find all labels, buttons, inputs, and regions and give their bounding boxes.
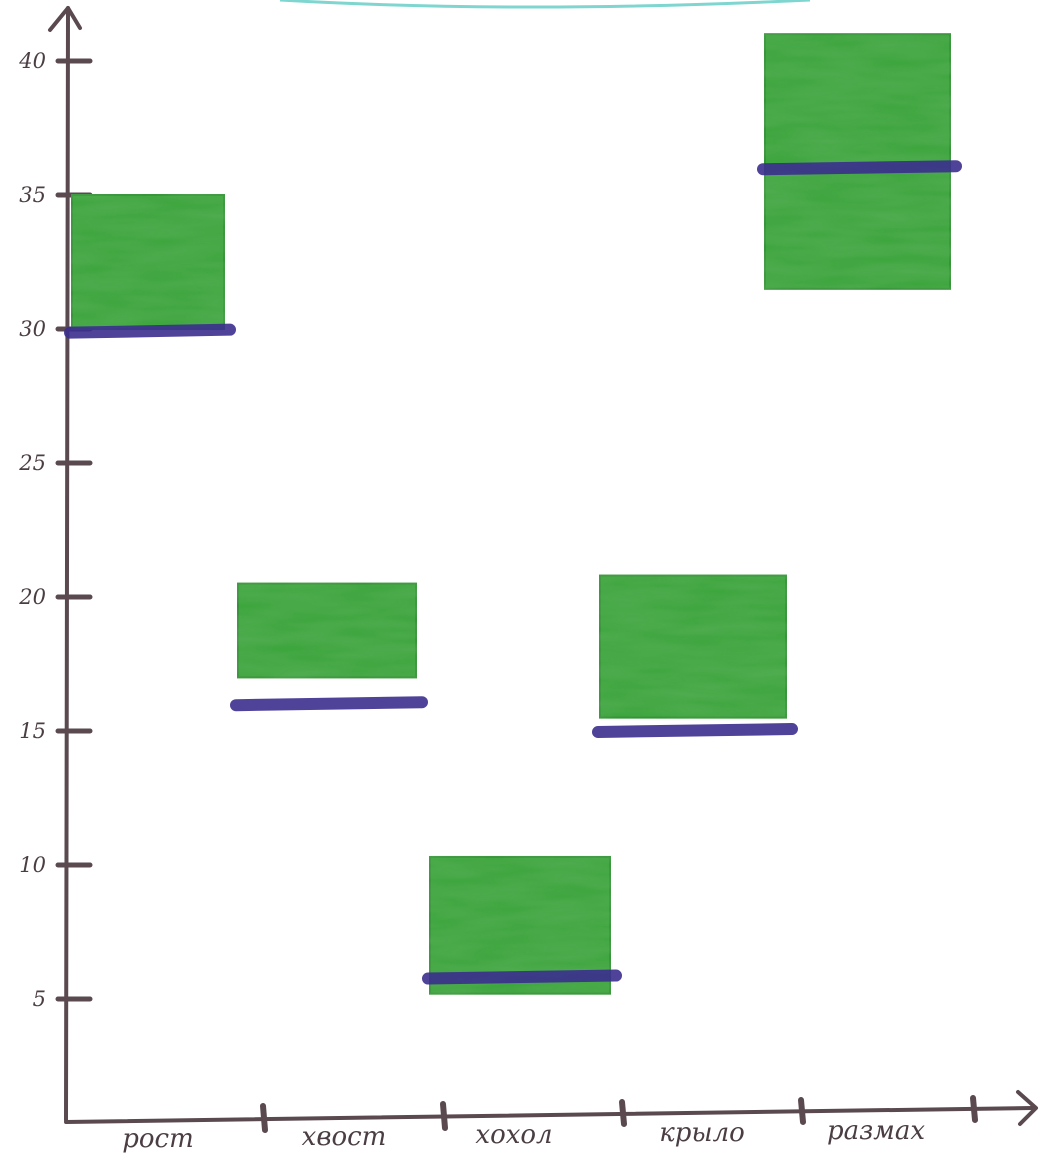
- x-tick: [619, 1099, 627, 1127]
- y-tick-label: 35: [19, 183, 46, 207]
- x-tick: [440, 1101, 448, 1131]
- x-tick: [970, 1095, 978, 1123]
- y-tick-label: 10: [19, 853, 46, 877]
- x-axis: [64, 1106, 1034, 1124]
- marker-line: [592, 723, 798, 738]
- category-label: рост: [122, 1124, 194, 1154]
- marker-line: [757, 160, 962, 176]
- x-axis-arrow: [1016, 1090, 1038, 1126]
- category-label: размах: [827, 1116, 925, 1146]
- range-box: [237, 582, 417, 679]
- top-decoration: [279, 0, 811, 9]
- category-label: крыло: [659, 1118, 745, 1148]
- marker-line: [64, 323, 236, 339]
- y-tick-label: 30: [19, 317, 46, 341]
- y-tick-label: 40: [18, 49, 46, 73]
- category-label: хвост: [302, 1122, 387, 1152]
- category-label: хохол: [475, 1120, 552, 1150]
- range-box: [71, 194, 225, 330]
- y-axis-arrow: [48, 6, 82, 32]
- y-tick-label: 15: [19, 719, 46, 743]
- marker-line: [422, 969, 622, 985]
- y-tick-label: 5: [33, 987, 46, 1011]
- x-tick: [798, 1097, 806, 1125]
- x-tick: [260, 1103, 268, 1133]
- y-tick-label: 25: [18, 451, 46, 475]
- y-tick-label: 20: [18, 585, 46, 609]
- y-axis: [64, 6, 70, 1122]
- marker-line: [230, 696, 428, 712]
- range-box: [599, 574, 787, 719]
